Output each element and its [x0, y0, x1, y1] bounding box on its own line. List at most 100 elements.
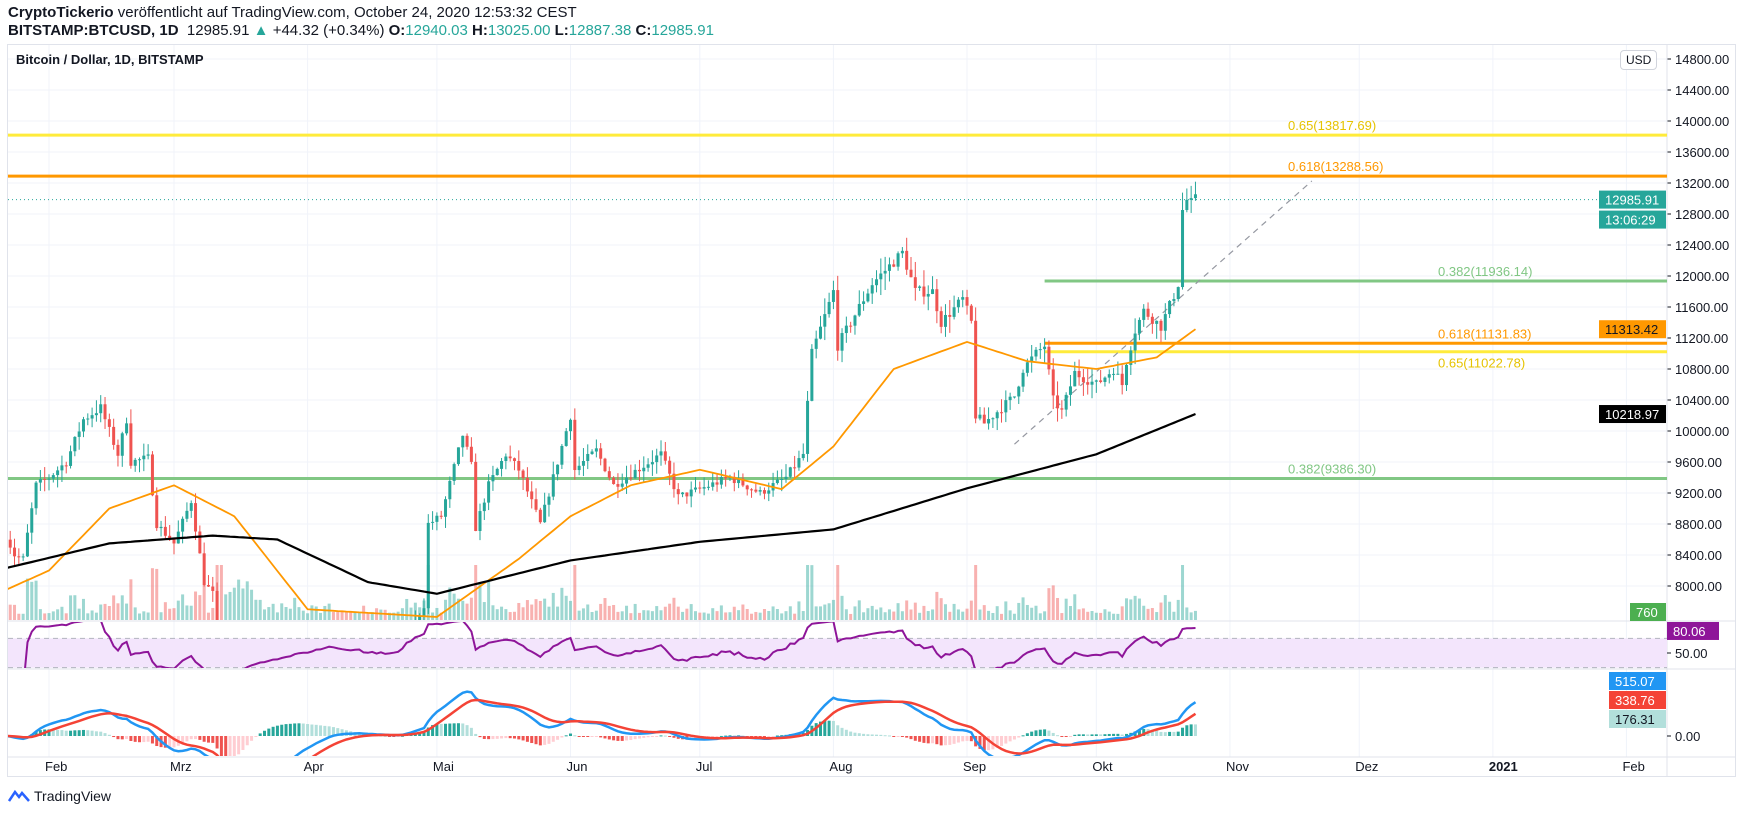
candle — [672, 462, 676, 498]
volume-bar — [181, 594, 185, 620]
candle-body — [129, 423, 133, 466]
candle — [965, 289, 969, 315]
candle-body — [1021, 372, 1025, 387]
volume-bar — [38, 609, 42, 620]
volume-bar — [883, 612, 887, 620]
candle — [1008, 392, 1012, 410]
volume-bar — [762, 609, 766, 620]
candle-body — [73, 436, 77, 452]
volume-bar — [1068, 606, 1072, 620]
candle-body — [547, 496, 551, 505]
candle-body — [1176, 287, 1180, 300]
candle-body — [1064, 394, 1068, 410]
signal-value-label-bg — [1609, 691, 1666, 709]
candle-body — [410, 632, 413, 636]
candle — [206, 575, 210, 587]
macd-hist-bar — [1155, 730, 1159, 736]
candle-body — [206, 585, 210, 587]
volume-bar — [474, 565, 478, 620]
volume-bar — [771, 606, 775, 620]
volume-bar — [1043, 611, 1047, 620]
candle — [810, 344, 814, 402]
price-tick-label: 12400.00 — [1675, 238, 1729, 253]
volume-bar — [689, 604, 693, 620]
volume-bar — [797, 601, 801, 620]
candle — [1017, 385, 1021, 404]
macd-hist-bar — [931, 736, 935, 744]
candle — [1012, 396, 1016, 399]
macd-hist-bar — [314, 724, 318, 736]
volume-bar — [284, 607, 288, 620]
candle — [444, 496, 448, 528]
volume-bar — [1116, 613, 1120, 620]
macd-hist-bar — [1120, 734, 1124, 736]
sma200-label: 10218.97 — [1605, 407, 1659, 422]
candle-body — [1185, 199, 1189, 211]
candle — [866, 288, 870, 303]
tradingview-logo[interactable]: TradingView — [8, 788, 111, 804]
candle-body — [853, 315, 857, 326]
candle — [922, 270, 926, 305]
volume-bar — [840, 595, 844, 620]
volume-bar — [1125, 598, 1128, 620]
candle — [426, 514, 430, 614]
candle — [991, 417, 995, 428]
candle — [650, 450, 654, 476]
macd-hist-bar — [560, 736, 564, 738]
candle-body — [99, 404, 103, 414]
candle — [280, 682, 283, 698]
candle-body — [870, 285, 874, 294]
candle-body — [237, 764, 240, 778]
volume-bar — [737, 610, 741, 620]
currency-button[interactable]: USD — [1620, 50, 1658, 70]
candle — [34, 480, 38, 515]
volume-bar — [478, 582, 482, 620]
candle-body — [775, 479, 779, 484]
macd-hist-bar — [1012, 736, 1016, 740]
candle-body — [1155, 320, 1159, 324]
macd-hist-bar — [336, 728, 340, 736]
candle-body — [836, 290, 840, 351]
candle-body — [913, 277, 917, 288]
volume-bar — [232, 587, 236, 620]
candle — [297, 667, 300, 679]
candle — [1038, 342, 1042, 359]
candle — [547, 493, 551, 517]
macd-hist-bar — [1112, 733, 1116, 736]
candle-body — [741, 478, 745, 486]
candle — [1081, 368, 1085, 396]
last-price: 12985.91 — [186, 22, 250, 39]
candle — [1000, 399, 1004, 423]
volume-bar — [780, 613, 784, 620]
candle — [1099, 369, 1103, 384]
volume-bar — [620, 611, 624, 620]
macd-hist-bar — [495, 736, 499, 739]
volume-bar — [99, 604, 103, 620]
candle — [1047, 340, 1051, 375]
macd-hist-bar — [719, 735, 723, 737]
countdown-label: 13:06:29 — [1605, 213, 1656, 228]
volume-bar — [504, 609, 508, 620]
volume-bar — [590, 612, 594, 620]
candle — [508, 445, 512, 462]
macd-hist-bar — [452, 723, 456, 736]
candle-body — [948, 314, 952, 317]
macd-hist-bar — [198, 736, 202, 740]
histogram-value-label: 176.31 — [1615, 712, 1655, 727]
price-tick-label: 8800.00 — [1675, 517, 1722, 532]
candle-body — [1137, 319, 1141, 334]
candle-body — [478, 511, 482, 531]
candle-body — [642, 467, 646, 472]
candle — [1193, 181, 1197, 201]
volume-bar — [17, 613, 21, 620]
volume-bar — [168, 608, 172, 620]
candle — [51, 473, 55, 483]
author[interactable]: CryptoTickerio — [8, 4, 114, 21]
volume-bar — [952, 603, 956, 620]
volume-bar — [814, 606, 818, 620]
macd-hist-bar — [1047, 730, 1051, 736]
candle-body — [806, 400, 810, 454]
volume-bar — [1025, 604, 1029, 620]
macd-hist-bar — [573, 735, 577, 737]
